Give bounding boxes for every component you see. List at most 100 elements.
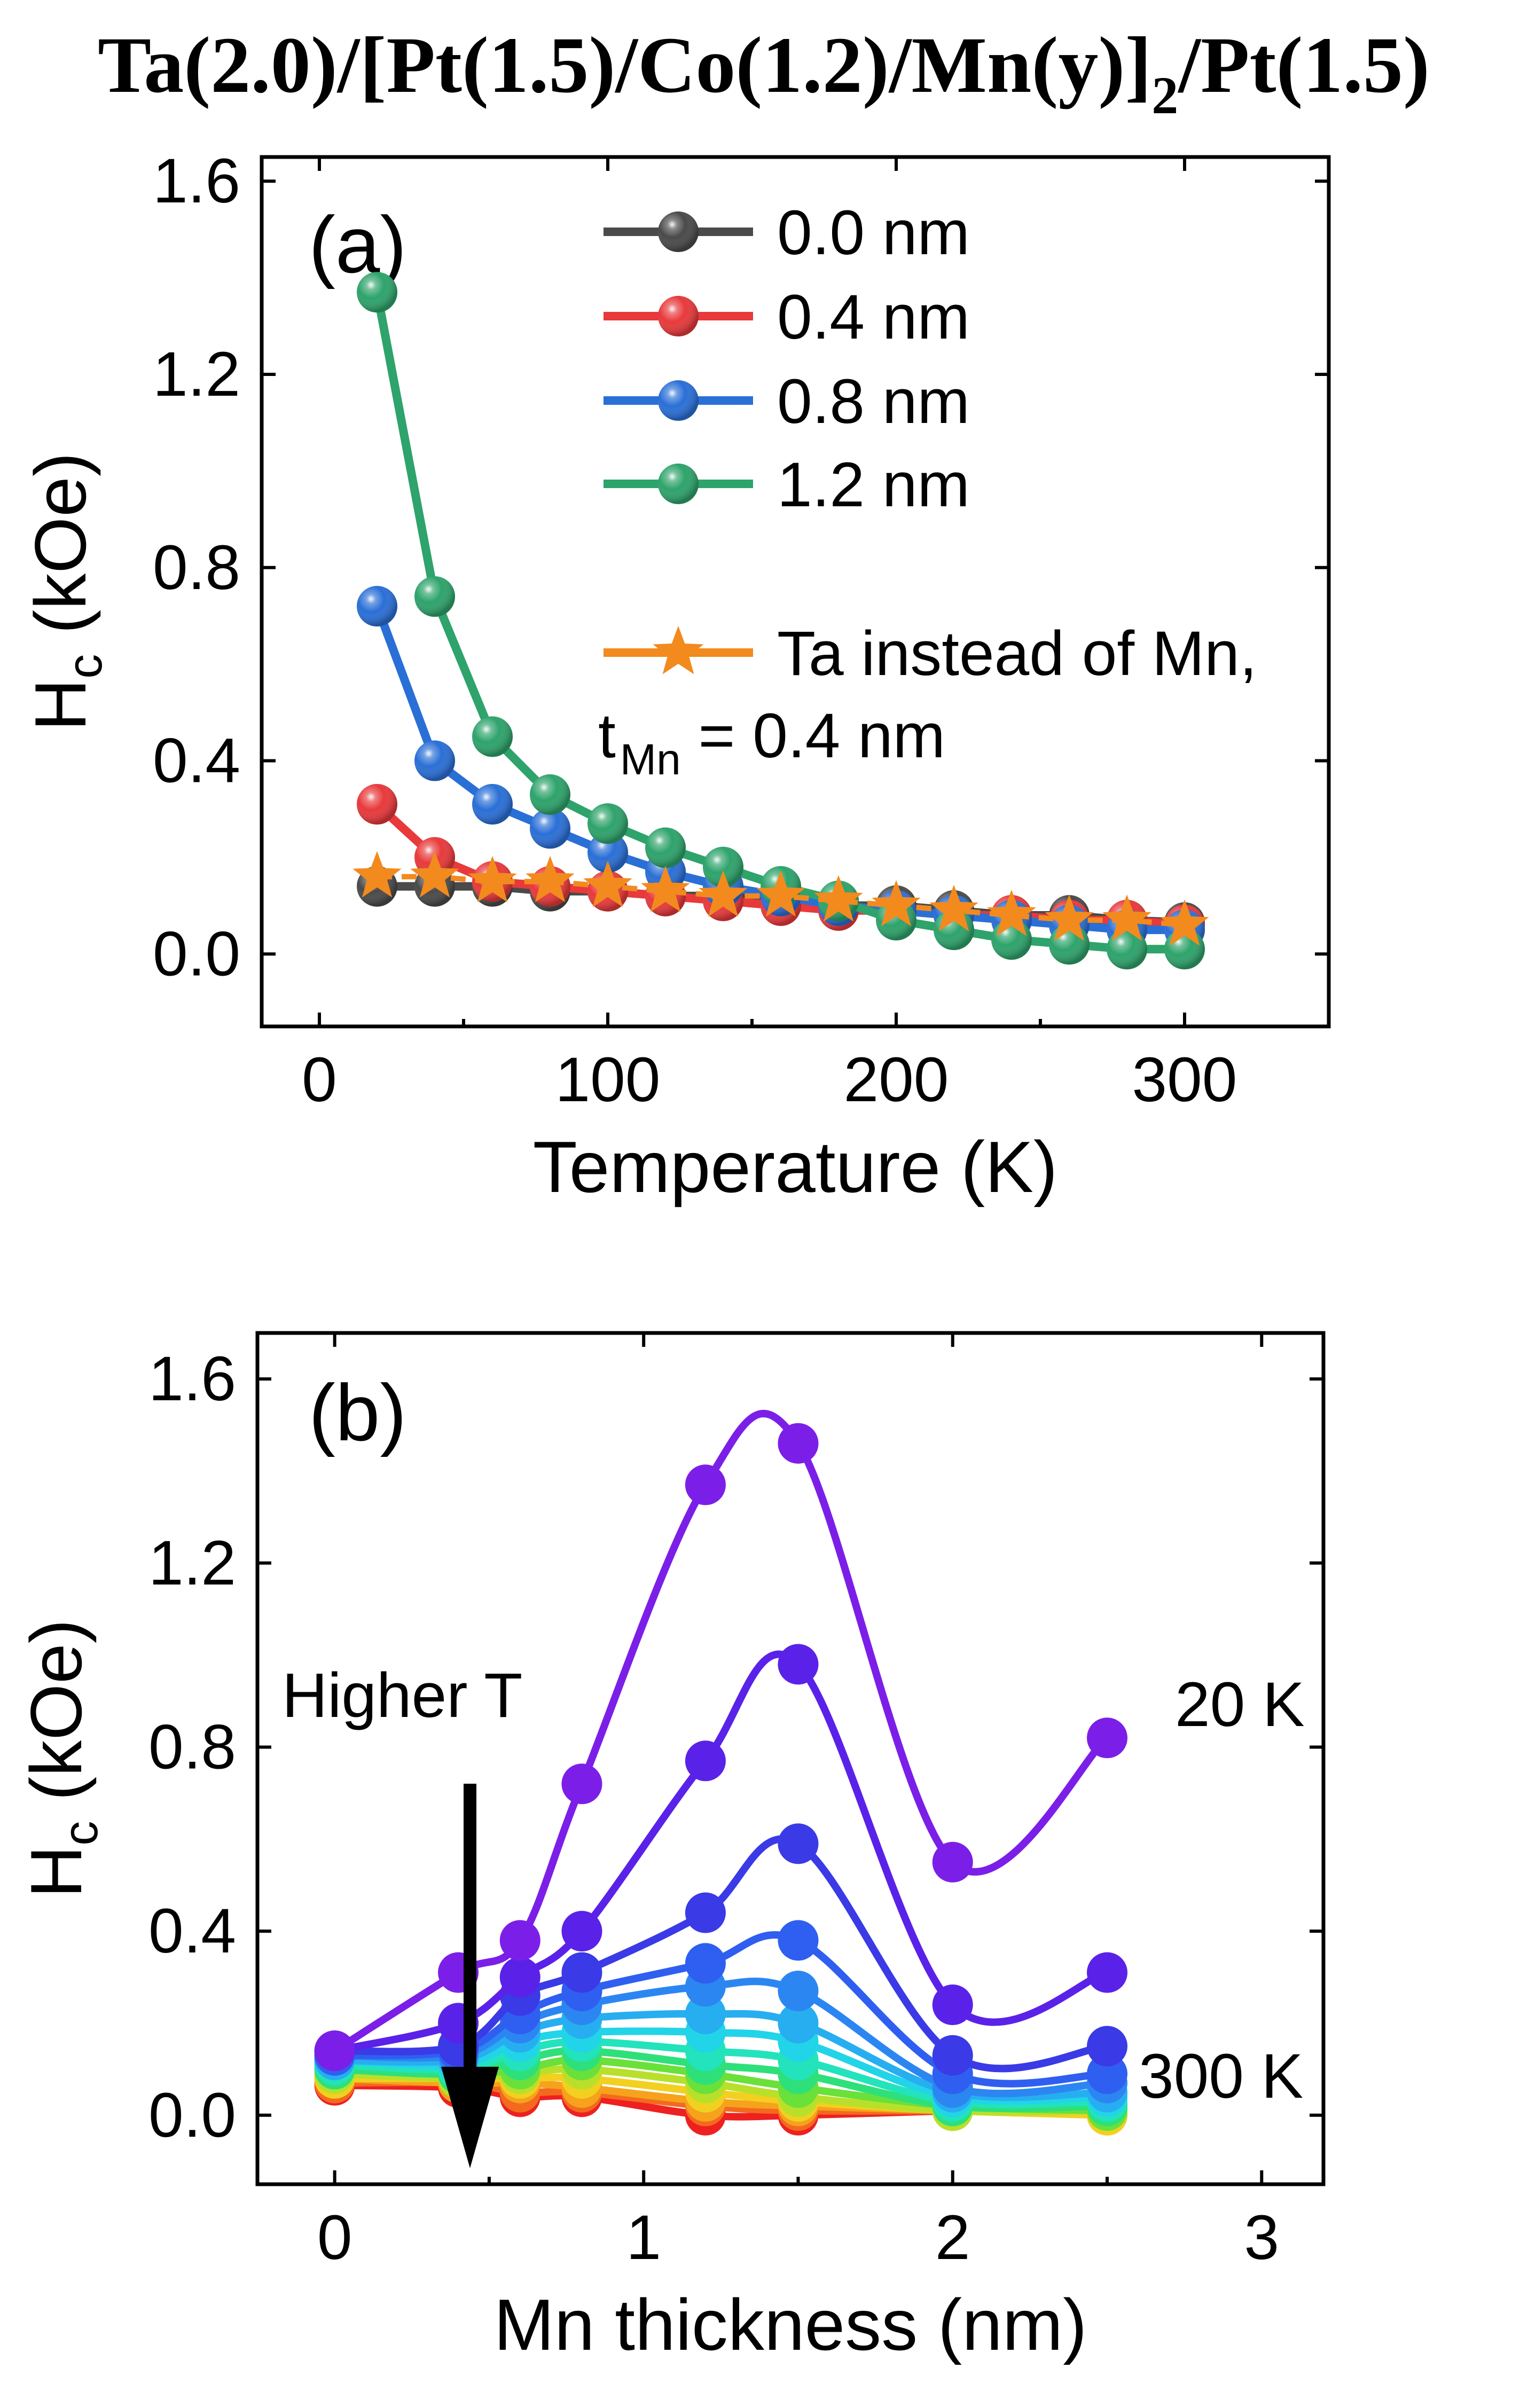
panel-b-series	[314, 1410, 1128, 2136]
panel-b-x-tick-label: 0	[317, 2202, 352, 2273]
data-point	[530, 774, 570, 815]
data-point	[526, 856, 575, 903]
legend-label: Ta instead of Mn,	[777, 618, 1257, 689]
higher-t-arrow-icon	[441, 1784, 499, 2168]
panel-a-legend-note: tMn = 0.4 nm	[598, 701, 945, 784]
panel-b-x-tick-label: 3	[1244, 2202, 1279, 2273]
data-point	[561, 1952, 602, 1993]
data-point	[778, 2003, 819, 2044]
data-point	[1107, 929, 1147, 970]
panel-a-x-tick-label: 200	[844, 1045, 949, 1115]
panel-a-y-tick-label: 1.6	[153, 146, 240, 216]
panel-a-x-tick-label: 100	[555, 1045, 661, 1115]
data-point	[352, 851, 402, 898]
data-point	[1045, 895, 1094, 941]
data-point	[932, 2035, 973, 2076]
data-point	[472, 783, 513, 825]
legend-marker	[653, 626, 704, 674]
data-point	[685, 1943, 726, 1984]
data-point	[778, 1971, 819, 2012]
data-point	[778, 1920, 819, 1961]
data-point	[1087, 1717, 1128, 1759]
panel-b-y-tick-label: 0.4	[148, 1896, 236, 1966]
panel-a-x-tick-label: 300	[1132, 1045, 1237, 1115]
data-point	[645, 827, 686, 868]
panel-b-y-tick-label: 0.8	[148, 1712, 236, 1782]
panel-a-y-tick-label: 0.4	[153, 726, 240, 796]
data-point	[929, 884, 978, 931]
data-point	[1160, 899, 1209, 946]
data-point	[357, 272, 397, 313]
panel-a-y-tick-label: 1.2	[153, 339, 240, 410]
data-point	[587, 803, 628, 844]
label-20k: 20 K	[1175, 1669, 1305, 1740]
data-point	[1087, 1952, 1128, 1993]
data-point	[1087, 2026, 1128, 2067]
data-point	[472, 716, 513, 757]
panel-a-ticks: 0 100 200 300 0.0 0.4 0.8 1.2 1.6	[153, 146, 1331, 1115]
data-point	[414, 576, 455, 617]
panel-a-series	[352, 272, 1209, 970]
panel-b-label: (b)	[309, 1368, 406, 1457]
data-point	[410, 851, 459, 898]
panel-b-y-axis-label: Hc (kOe)	[15, 1619, 108, 1898]
data-point	[587, 832, 628, 873]
higher-t-label: Higher T	[282, 1660, 522, 1731]
data-point	[468, 856, 517, 903]
panel-a-y-tick-label: 0.0	[153, 919, 240, 989]
panel-b-plot-frame	[255, 1331, 1326, 2186]
panel-b-x-tick-label: 1	[626, 2202, 661, 2273]
legend-marker	[658, 464, 699, 504]
data-point	[699, 870, 748, 917]
panel-a-plot-frame	[260, 155, 1331, 1029]
panel-b-y-tick-label: 1.2	[148, 1528, 236, 1598]
data-point	[561, 1763, 602, 1805]
data-point	[872, 880, 921, 927]
panel-b-y-tick-label: 0.0	[148, 2080, 236, 2151]
data-point	[530, 808, 570, 849]
data-point	[778, 1823, 819, 1864]
panel-b-x-axis-label: Mn thickness (nm)	[494, 2284, 1087, 2365]
data-point	[987, 890, 1036, 936]
data-point	[357, 586, 397, 627]
figure-title: Ta(2.0)/[Pt(1.5)/Co(1.2)/Mn(y)]2/Pt(1.5)	[98, 21, 1430, 125]
panel-a-y-tick-label: 0.8	[153, 532, 240, 603]
panel-a-y-axis-label: Hc (kOe)	[20, 452, 112, 731]
data-point	[932, 1984, 973, 2025]
data-point	[703, 846, 743, 888]
legend-label: 1.2 nm	[777, 450, 970, 520]
panel-b-ticks: 0 1 2 3 0.0 0.4 0.8 1.2 1.6	[148, 1331, 1326, 2273]
data-point	[685, 1892, 726, 1933]
panel-a-x-axis-label: Temperature (K)	[533, 1126, 1058, 1207]
legend-label: 0.0 nm	[777, 198, 970, 268]
data-point	[583, 860, 632, 907]
legend-marker	[658, 296, 699, 336]
panel-b-x-tick-label: 2	[935, 2202, 970, 2273]
data-point	[685, 1740, 726, 1782]
data-point	[932, 1841, 973, 1883]
data-point	[814, 875, 863, 922]
data-point	[778, 1423, 819, 1464]
data-point	[1102, 895, 1151, 941]
data-point	[499, 1920, 540, 1961]
panel-a: (a) Temperature (K) Hc (kOe) 0 100 200 3000…	[20, 146, 1331, 1207]
data-point	[756, 870, 805, 917]
label-300k: 300 K	[1139, 2041, 1303, 2112]
panel-b-y-tick-label: 1.6	[148, 1344, 236, 1414]
data-point	[414, 740, 455, 781]
legend-marker	[658, 380, 699, 421]
legend-marker	[658, 211, 699, 252]
data-point	[778, 1644, 819, 1685]
panel-a-x-tick-label: 0	[302, 1045, 337, 1115]
data-point	[357, 783, 397, 825]
panel-b: (b) Mn thickness (nm) Hc (kOe) 0 1 2 3 0.0 0.…	[15, 1331, 1326, 2365]
data-point	[499, 1957, 540, 1998]
panel-a-legend: 0.0 nm 0.4 nm 0.8 nm 1.2 nm Ta instead of Mn…	[604, 198, 1257, 689]
data-point	[561, 1911, 602, 1952]
data-point	[314, 2030, 355, 2072]
legend-label: 0.4 nm	[777, 282, 970, 352]
data-point	[685, 1464, 726, 1505]
panel-a-label: (a)	[309, 200, 406, 289]
legend-label: 0.8 nm	[777, 366, 970, 437]
